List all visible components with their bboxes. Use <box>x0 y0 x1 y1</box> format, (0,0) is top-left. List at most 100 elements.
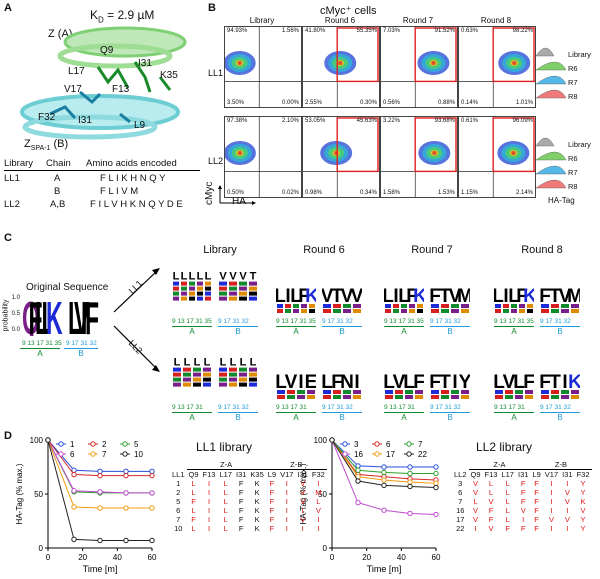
y-tick-label: 0 <box>39 544 44 553</box>
svg-text:L: L <box>398 286 410 307</box>
quadrant-br: 0.34% <box>359 190 377 196</box>
svg-text:V: V <box>449 286 462 307</box>
flow-column-title: Round 6 <box>324 16 356 25</box>
legend-marker <box>122 451 128 457</box>
legend-label: 6 <box>70 450 75 459</box>
svg-text:L: L <box>194 357 201 369</box>
data-point <box>123 490 129 496</box>
svg-text:K: K <box>568 372 580 393</box>
svg-text:L: L <box>494 286 504 307</box>
histogram-r8 <box>536 179 566 189</box>
protein-structure <box>20 26 187 140</box>
legend-label: 1 <box>70 440 75 449</box>
table-row: 22 I V F F F I I Y <box>456 524 586 533</box>
col-library: Library <box>4 158 34 169</box>
data-point <box>381 464 387 470</box>
table-row: 10 L I L F K F I I I <box>174 524 320 533</box>
histogram-r6 <box>536 61 566 71</box>
svg-text:V: V <box>322 286 334 307</box>
quadrant-bl: 1.58% <box>383 190 401 196</box>
data-point <box>407 464 413 470</box>
svg-text:L: L <box>204 357 211 369</box>
data-point <box>149 468 155 475</box>
x-tick-label: 0 <box>330 553 335 562</box>
col-header: F13 <box>200 469 218 479</box>
legend-marker <box>90 441 96 447</box>
x-axis-label: Time [m] <box>367 564 402 574</box>
svg-text:I: I <box>393 286 398 307</box>
svg-text:I: I <box>354 372 359 393</box>
svg-text:V: V <box>219 271 227 283</box>
col-header: I31 <box>560 469 575 479</box>
svg-text:V: V <box>503 372 516 393</box>
svg-text:Q: Q <box>22 294 40 336</box>
logo-chain-b: FT I Y <box>430 372 470 399</box>
row-label-ll2: LL2 <box>208 156 224 166</box>
logo-positions: 9 17 31 32 <box>322 318 353 325</box>
logo-positions: 9 17 31 32 <box>218 318 249 325</box>
ll1-library-title: LL1 library <box>196 440 253 454</box>
svg-text:L: L <box>250 357 257 369</box>
row-label-ll1: LL1 <box>208 68 224 78</box>
svg-text:L: L <box>322 372 333 393</box>
svg-text:I: I <box>452 372 457 393</box>
col-header: F13 <box>482 469 500 479</box>
panel-b-title: cMyc⁺ cells <box>320 5 377 17</box>
svg-text:F: F <box>523 372 534 393</box>
svg-text:M: M <box>567 286 580 307</box>
quadrant-tr: 98.22% <box>512 28 533 34</box>
quadrant-bl: 0.14% <box>461 100 479 106</box>
lib-label: LL2 <box>454 469 467 479</box>
hist-legend-r8: R8 <box>568 92 578 101</box>
lib-label: LL1 <box>172 469 185 479</box>
data-point <box>433 470 439 477</box>
col-header: F32 <box>574 469 592 479</box>
col-header: L9 <box>530 469 543 479</box>
legend-marker <box>58 441 64 447</box>
logo-chain-label: B <box>540 326 580 336</box>
table-row: B F L I V M <box>54 186 139 197</box>
flow-column-title: Round 7 <box>402 16 434 25</box>
data-point <box>433 484 439 491</box>
flow-column-title: Round 8 <box>480 16 512 25</box>
residue-k35: K35 <box>160 70 178 81</box>
ll1-sequence-table: Z-A Z-B LL1 Q9 F13 L17 I31 K35 L9 V17 I31 F32 1 L I L F K… <box>170 460 327 533</box>
svg-text:L: L <box>173 271 180 283</box>
quadrant-bl: 0.98% <box>305 190 323 196</box>
svg-text:E: E <box>305 372 316 393</box>
legend-marker <box>342 441 348 447</box>
svg-text:L: L <box>290 286 302 307</box>
svg-text:L: L <box>68 294 82 336</box>
quadrant-tr: 1.56% <box>281 28 299 34</box>
original-sequence-label: Original Sequence <box>26 282 109 293</box>
svg-text:K: K <box>305 286 316 307</box>
data-point <box>355 467 361 473</box>
table-row: 16 V F L V F I I V <box>456 506 586 515</box>
data-point <box>381 507 387 513</box>
data-point <box>123 468 129 475</box>
y-tick-label: 50 <box>318 490 327 499</box>
decay-chart-ll1: 0 50 100 0 20 40 60 Time [m] HA-Tag (% max.) 1 2 5 6… <box>15 436 157 574</box>
histogram-r7 <box>536 75 566 85</box>
panel-label-d: D <box>4 430 12 442</box>
data-point <box>71 471 77 478</box>
svg-text:L: L <box>205 271 212 283</box>
logo-positions: 9 13 17 31 35 <box>172 318 212 325</box>
residue-v17: V17 <box>64 84 82 95</box>
logo-chain-label: A <box>276 412 316 422</box>
ll2-library-title: LL2 library <box>476 440 533 454</box>
svg-text:V: V <box>341 286 354 307</box>
legend-label: 16 <box>354 450 363 459</box>
svg-text:I: I <box>81 294 87 336</box>
logo-chain-label: A <box>494 326 534 336</box>
axis-arrows <box>218 185 256 205</box>
svg-text:L: L <box>384 372 395 393</box>
